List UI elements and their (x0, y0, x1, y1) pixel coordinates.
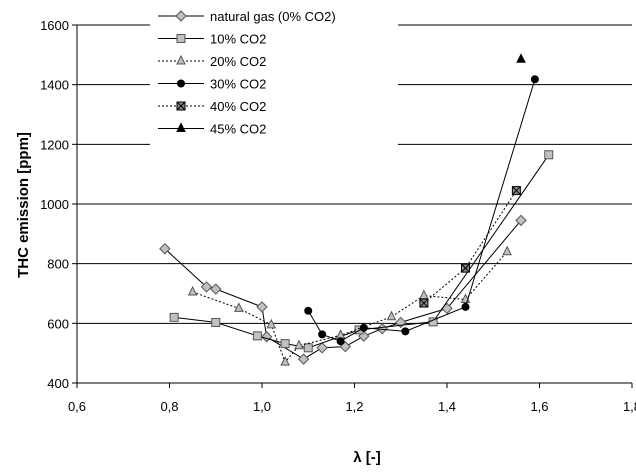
x-tick-label: 1,4 (438, 399, 456, 414)
data-point (419, 289, 429, 300)
x-tick-label: 1,6 (530, 399, 548, 414)
legend-label: 30% CO2 (210, 77, 266, 92)
axes (72, 24, 633, 388)
data-point (336, 337, 345, 346)
data-point (511, 186, 521, 196)
data-point (516, 53, 526, 63)
x-tick-label: 0,8 (160, 399, 178, 414)
series-line (174, 154, 550, 349)
data-series (159, 53, 554, 366)
data-point (187, 285, 198, 296)
data-point (234, 302, 244, 312)
data-point (515, 214, 527, 227)
x-tick-label: 0,6 (68, 399, 86, 414)
data-point (502, 245, 512, 256)
series-5 (516, 53, 526, 63)
legend-label: 45% CO2 (210, 122, 266, 137)
series-3 (304, 75, 539, 346)
data-point (304, 306, 313, 315)
data-point (200, 281, 213, 293)
data-point (461, 263, 470, 273)
data-point (318, 330, 327, 339)
data-point (303, 343, 313, 353)
marker-cross (461, 263, 470, 273)
marker-cross (419, 298, 429, 308)
legend-marker (175, 10, 187, 22)
y-tick-label: 1200 (40, 137, 69, 152)
legend-marker (176, 54, 186, 65)
x-axis-title: λ [-] (353, 449, 381, 466)
data-point (266, 318, 277, 329)
legend-marker (176, 34, 186, 43)
legend-marker (176, 101, 186, 111)
data-point (210, 283, 222, 295)
y-tick-label: 800 (47, 257, 69, 272)
data-point (530, 75, 539, 84)
data-point (297, 353, 310, 365)
series-4 (419, 186, 521, 308)
data-point (401, 327, 410, 336)
data-point (280, 355, 290, 366)
data-point (252, 331, 262, 341)
series-line (423, 190, 517, 304)
data-point (316, 342, 328, 354)
y-axis-title: THC emission [ppm] (15, 132, 32, 278)
legend-label: 10% CO2 (210, 32, 266, 47)
data-point (386, 310, 397, 321)
x-tick-label: 1,2 (345, 399, 363, 414)
series-line (192, 251, 508, 364)
data-point (159, 243, 171, 255)
data-point (544, 150, 554, 160)
data-point (359, 323, 368, 332)
legend: natural gas (0% CO2) 10% CO2 20% CO2 30% CO… (150, 4, 398, 164)
x-tick-label: 1,8 (623, 399, 636, 414)
marker-cross (176, 101, 186, 111)
data-point (256, 301, 268, 313)
legend-label: 40% CO2 (210, 99, 266, 114)
y-tick-label: 400 (47, 376, 69, 391)
tick-labels: 400 600 800 1000 1200 1400 1600 0,6 0,8 1,0 1,2 1,4… (40, 18, 636, 414)
data-point (169, 312, 179, 322)
y-tick-label: 600 (47, 316, 69, 331)
legend-marker (177, 79, 185, 88)
data-point (294, 339, 304, 350)
data-point (419, 298, 429, 308)
y-tick-label: 1400 (40, 78, 69, 93)
data-point (461, 302, 470, 311)
x-tick-label: 1,0 (253, 399, 271, 414)
legend-label: natural gas (0% CO2) (210, 9, 336, 24)
y-tick-label: 1000 (40, 197, 69, 212)
legend-label: 20% CO2 (210, 54, 266, 69)
legend-marker (176, 122, 186, 132)
series-2 (187, 245, 512, 366)
marker-cross (512, 186, 521, 195)
y-tick-label: 1600 (40, 18, 69, 33)
data-point (280, 339, 290, 349)
data-point (211, 317, 221, 327)
data-point (260, 331, 273, 343)
